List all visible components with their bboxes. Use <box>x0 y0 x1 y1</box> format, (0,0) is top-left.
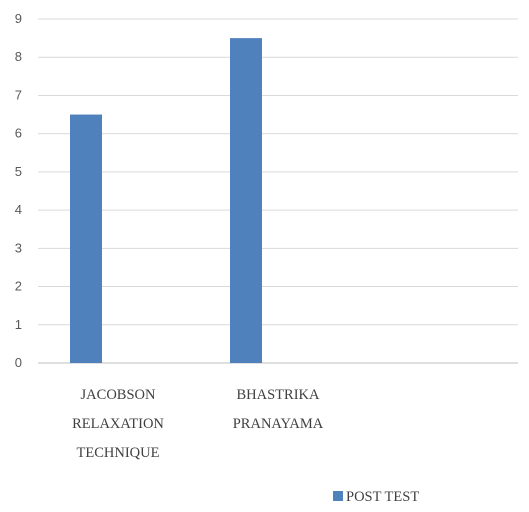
bar <box>230 38 262 363</box>
x-axis-labels: JACOBSON RELAXATION TECHNIQUE BHASTRIKA PRAN… <box>72 387 324 461</box>
y-tick-label: 9 <box>15 11 22 26</box>
y-tick-label: 7 <box>15 87 22 102</box>
y-tick-label: 3 <box>15 240 22 255</box>
bars <box>70 38 262 363</box>
x-tick-label: BHASTRIKA <box>237 387 321 403</box>
y-tick-label: 8 <box>15 49 22 64</box>
gridlines <box>38 18 518 364</box>
x-tick-label: JACOBSON <box>81 387 156 403</box>
legend: POST TEST <box>333 489 419 505</box>
y-tick-label: 6 <box>15 126 22 141</box>
x-tick-label: TECHNIQUE <box>77 445 160 461</box>
y-tick-label: 2 <box>15 279 22 294</box>
bar <box>70 114 102 363</box>
x-tick-label: RELAXATION <box>72 416 164 432</box>
y-axis-ticks: 0 1 2 3 4 5 6 7 8 9 <box>15 11 22 370</box>
y-tick-label: 5 <box>15 164 22 179</box>
y-tick-label: 0 <box>15 355 22 370</box>
y-tick-label: 1 <box>15 317 22 332</box>
legend-label: POST TEST <box>346 489 419 505</box>
x-tick-label: PRANAYAMA <box>233 416 324 432</box>
legend-swatch <box>333 491 343 501</box>
y-tick-label: 4 <box>15 202 22 217</box>
